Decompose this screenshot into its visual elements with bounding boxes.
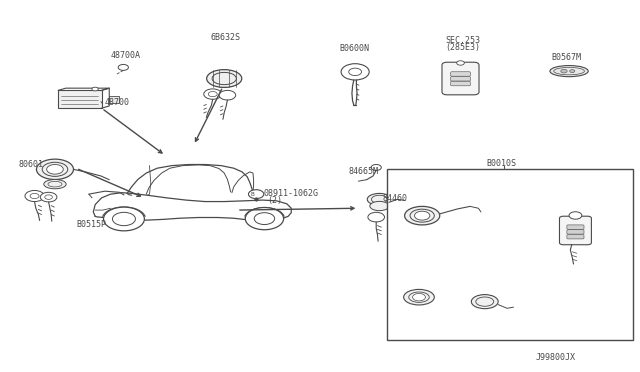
Circle shape [570,70,575,73]
Bar [58,90,102,108]
Text: 84665M: 84665M [349,167,379,176]
Circle shape [457,61,465,65]
Ellipse shape [44,180,66,189]
Circle shape [104,207,145,231]
FancyBboxPatch shape [451,77,470,81]
FancyBboxPatch shape [451,81,470,86]
Text: 08911-1062G: 08911-1062G [264,189,319,198]
FancyBboxPatch shape [567,230,584,234]
FancyBboxPatch shape [559,216,591,245]
Circle shape [45,195,52,199]
Circle shape [349,68,362,76]
Ellipse shape [370,201,389,211]
Circle shape [371,164,381,170]
Circle shape [413,294,426,301]
Text: 84460: 84460 [383,195,408,203]
Text: B0567M: B0567M [551,52,581,61]
Bar [109,96,119,103]
Circle shape [248,190,264,199]
Circle shape [219,90,236,100]
Text: B0600N: B0600N [339,44,369,52]
Text: (285E3): (285E3) [445,43,480,52]
Ellipse shape [207,70,242,87]
Circle shape [341,64,369,80]
Circle shape [208,92,217,97]
Circle shape [415,211,430,220]
Circle shape [25,190,44,202]
Circle shape [40,192,57,202]
Text: B: B [250,192,254,197]
Text: 6B632S: 6B632S [210,33,240,42]
Circle shape [254,213,275,225]
Text: SEC.253: SEC.253 [445,36,480,45]
Text: 80601: 80601 [19,160,44,169]
Ellipse shape [367,193,392,205]
Text: 48700: 48700 [105,98,130,107]
Ellipse shape [36,159,74,180]
Text: B0010S: B0010S [486,159,516,168]
Circle shape [113,212,136,226]
Circle shape [204,89,221,99]
Text: 48700A: 48700A [111,51,141,60]
Circle shape [245,208,284,230]
Text: B0515P: B0515P [76,220,106,229]
Ellipse shape [404,206,440,225]
Text: J99800JX: J99800JX [536,353,576,362]
Circle shape [561,69,567,73]
Circle shape [569,212,582,219]
FancyBboxPatch shape [567,235,584,239]
FancyBboxPatch shape [567,225,584,229]
Circle shape [118,64,129,70]
Circle shape [47,164,63,174]
Circle shape [30,193,39,199]
Circle shape [92,87,99,91]
Ellipse shape [404,289,435,305]
FancyBboxPatch shape [442,62,479,95]
Circle shape [368,212,385,222]
Ellipse shape [471,295,498,309]
FancyBboxPatch shape [451,72,470,76]
Bar [387,169,633,340]
Text: (2): (2) [268,196,283,205]
Ellipse shape [550,65,588,77]
